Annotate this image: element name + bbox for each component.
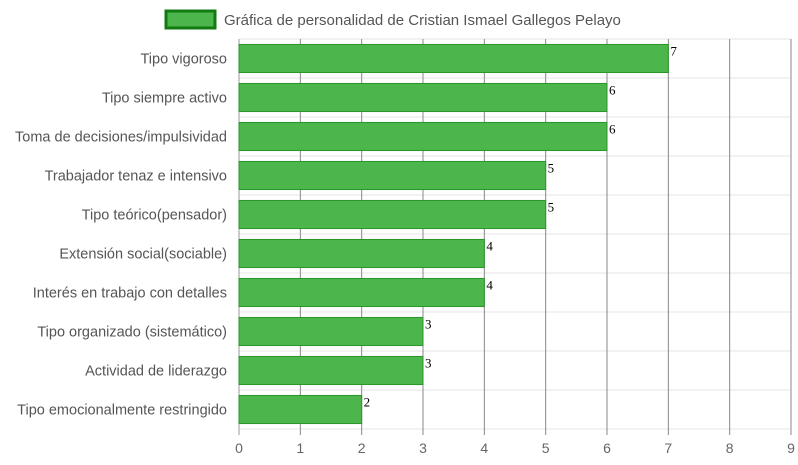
legend-label[interactable]: Gráfica de personalidad de Cristian Isma… [224,12,621,29]
data-label: 3 [425,317,432,332]
category-label: Extensión social(sociable) [59,247,227,263]
bar [238,121,608,152]
category-label: Tipo teórico(pensador) [82,208,227,224]
x-tick-label: 4 [480,440,488,456]
category-label: Tipo siempre activo [102,91,227,107]
category-label: Actividad de liderazgo [85,364,227,380]
x-tick-label: 7 [664,440,672,456]
x-tick-label: 2 [358,440,366,456]
data-label: 5 [548,161,555,176]
bar [238,160,547,191]
bar [238,82,608,113]
bar [238,43,669,74]
x-tick-label: 8 [726,440,734,456]
bar [238,394,363,425]
bar [238,277,485,308]
data-label: 5 [548,200,555,215]
data-label: 4 [486,278,493,293]
category-label: Tipo organizado (sistemático) [37,325,227,341]
data-label: 2 [364,395,371,410]
bar [238,316,424,347]
data-label: 7 [670,44,677,59]
data-label: 3 [425,356,432,371]
bar [238,355,424,386]
x-tick-label: 9 [787,440,795,456]
bar [238,199,547,230]
data-label: 4 [486,239,493,254]
category-label: Trabajador tenaz e intensivo [45,169,227,185]
bar [238,238,485,269]
x-tick-label: 5 [542,440,550,456]
legend[interactable]: Gráfica de personalidad de Cristian Isma… [164,9,621,30]
category-label: Interés en trabajo con detalles [33,286,227,302]
data-label: 6 [609,83,616,98]
axis-layer: Tipo vigoroso Tipo siempre activo Toma de … [15,52,795,457]
legend-swatch[interactable] [164,9,217,30]
x-tick-label: 3 [419,440,427,456]
category-label: Tipo emocionalmente restringido [17,403,227,419]
category-label: Toma de decisiones/impulsividad [15,130,227,146]
x-tick-label: 1 [296,440,304,456]
data-label: 6 [609,122,616,137]
category-label: Tipo vigoroso [140,52,227,68]
bars-layer: 7 6 6 5 5 4 4 3 3 2 [238,43,677,425]
x-tick-label: 6 [603,440,611,456]
x-tick-label: 0 [235,440,243,456]
